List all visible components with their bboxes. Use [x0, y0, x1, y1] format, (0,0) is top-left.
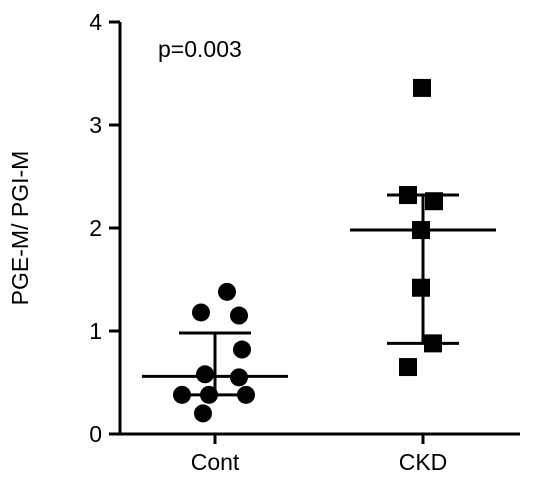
- data-point: [412, 221, 430, 240]
- x-ticks: Cont CKD: [191, 434, 448, 475]
- data-point: [194, 404, 212, 423]
- category-label: CKD: [399, 449, 448, 475]
- y-tick-label: 2: [89, 215, 102, 241]
- series: [142, 78, 496, 423]
- data-point: [218, 282, 236, 301]
- y-tick-label: 1: [89, 318, 102, 344]
- data-point: [237, 385, 255, 404]
- data-point: [413, 78, 431, 97]
- data-point: [233, 340, 251, 359]
- data-point: [200, 385, 218, 404]
- category-label: Cont: [191, 449, 240, 475]
- y-tick-label: 3: [89, 112, 102, 138]
- y-axis-title: PGE-M/ PGI-M: [7, 151, 33, 306]
- data-point: [425, 192, 443, 211]
- y-ticks: 0 1 2 3 4: [89, 9, 120, 447]
- data-point: [192, 303, 210, 322]
- data-point: [424, 334, 442, 353]
- data-point: [230, 368, 248, 387]
- y-tick-label: 0: [89, 421, 102, 447]
- data-point: [399, 358, 417, 377]
- series-cont: [142, 282, 288, 423]
- data-point: [196, 365, 214, 384]
- p-value-annotation: p=0.003: [158, 36, 242, 62]
- data-point: [412, 278, 430, 297]
- y-tick-label: 4: [89, 9, 102, 35]
- data-point: [173, 385, 191, 404]
- labels: PGE-M/ PGI-M p=0.003: [7, 36, 242, 305]
- data-point: [230, 306, 248, 325]
- series-ckd: [350, 78, 496, 377]
- data-point: [399, 186, 417, 205]
